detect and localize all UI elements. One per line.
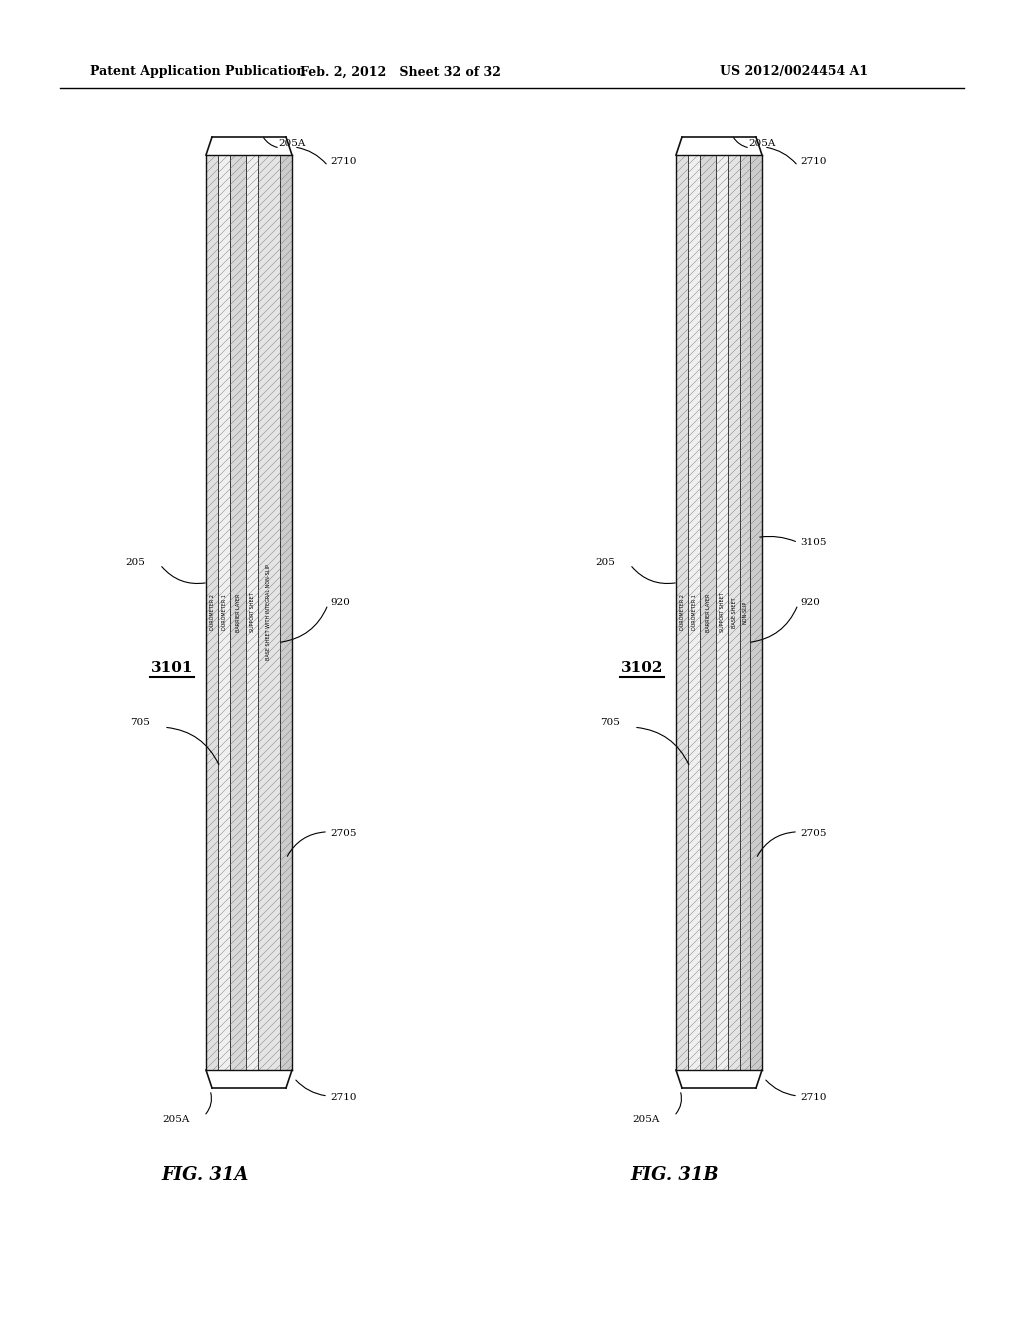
Text: 205: 205 [125, 558, 145, 568]
Bar [750, 154, 762, 1071]
Text: BARRIER LAYER: BARRIER LAYER [236, 593, 241, 632]
Bar [688, 154, 700, 1071]
Bar [716, 154, 728, 1071]
Text: US 2012/0024454 A1: US 2012/0024454 A1 [720, 66, 868, 78]
Text: FIG. 31A: FIG. 31A [162, 1166, 249, 1184]
Text: 920: 920 [330, 598, 350, 607]
Text: DUROMETER 2: DUROMETER 2 [210, 594, 214, 631]
Text: BASE SHEET: BASE SHEET [731, 597, 736, 628]
Bar [206, 154, 218, 1071]
Text: 2710: 2710 [800, 1093, 826, 1102]
Text: 205A: 205A [163, 1115, 190, 1125]
Text: 205: 205 [595, 558, 615, 568]
Bar [258, 154, 280, 1071]
Text: 205A: 205A [748, 139, 775, 148]
Text: 3105: 3105 [800, 539, 826, 546]
Text: 3102: 3102 [621, 660, 664, 675]
Text: SUPPORT SHEET: SUPPORT SHEET [720, 593, 725, 632]
Text: 2710: 2710 [330, 157, 356, 166]
Text: 205A: 205A [278, 139, 305, 148]
Text: DUROMETER 2: DUROMETER 2 [680, 594, 684, 631]
Text: 705: 705 [130, 718, 150, 727]
Text: NON-SLIP: NON-SLIP [742, 601, 748, 624]
Text: BASE SHEET WITH INTEGRAL NON-SLIP: BASE SHEET WITH INTEGRAL NON-SLIP [266, 565, 271, 660]
Text: DUROMETER 1: DUROMETER 1 [691, 594, 696, 631]
Bar [676, 154, 688, 1071]
Bar [246, 154, 258, 1071]
Text: 920: 920 [800, 598, 820, 607]
Text: FIG. 31B: FIG. 31B [631, 1166, 719, 1184]
Bar [700, 154, 716, 1071]
Text: 3101: 3101 [151, 660, 194, 675]
Text: Patent Application Publication: Patent Application Publication [90, 66, 305, 78]
Bar [230, 154, 246, 1071]
Text: 2705: 2705 [330, 829, 356, 838]
Text: SUPPORT SHEET: SUPPORT SHEET [250, 593, 255, 632]
Text: BARRIER LAYER: BARRIER LAYER [706, 593, 711, 632]
Text: 705: 705 [600, 718, 620, 727]
Text: 2710: 2710 [330, 1093, 356, 1102]
Bar [740, 154, 750, 1071]
Bar [728, 154, 740, 1071]
Bar [218, 154, 230, 1071]
Bar [280, 154, 292, 1071]
Text: DUROMETER 1: DUROMETER 1 [221, 594, 226, 631]
Text: Feb. 2, 2012   Sheet 32 of 32: Feb. 2, 2012 Sheet 32 of 32 [300, 66, 501, 78]
Text: 2710: 2710 [800, 157, 826, 166]
Text: 2705: 2705 [800, 829, 826, 838]
Text: 205A: 205A [633, 1115, 660, 1125]
